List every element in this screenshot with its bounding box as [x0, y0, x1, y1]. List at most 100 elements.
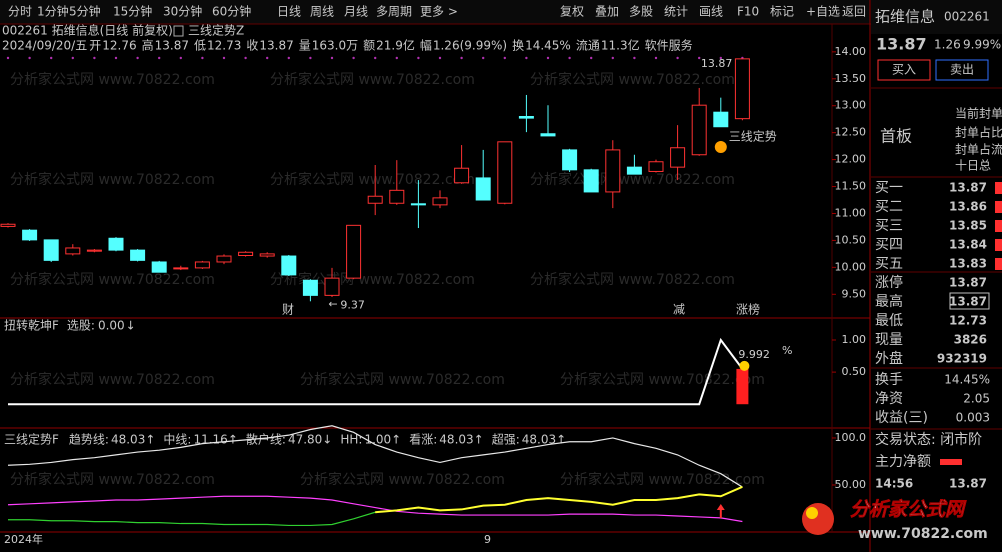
legend-arrow: ↑	[228, 433, 238, 447]
panel-title: 扭转乾坤F	[4, 318, 59, 333]
indicator-line	[375, 485, 743, 514]
legend-value: 11.16	[193, 433, 227, 447]
y-tick-label: 100.0	[835, 431, 867, 444]
toolbar-tab[interactable]: 15分钟	[113, 4, 152, 19]
candle-body	[43, 239, 59, 261]
watermark: 分析家公式网 www.70822.com	[270, 171, 475, 188]
last: 13.87	[949, 477, 987, 491]
dot	[676, 56, 679, 60]
watermark: 分析家公式网 www.70822.com	[560, 371, 765, 388]
stat-value: 11.3亿	[601, 38, 640, 53]
book-volume	[995, 258, 1002, 270]
book-label: 买五	[875, 256, 903, 272]
candle-body	[151, 261, 167, 273]
bar-label: 9.992	[738, 348, 770, 361]
formula-name: 三线定势Z	[188, 23, 244, 38]
signal-text: 三线定势	[729, 129, 777, 144]
toolbar-button[interactable]: 画线	[699, 5, 723, 19]
legend-arrow: ↑	[556, 433, 566, 447]
stat-label: 幅	[420, 38, 432, 53]
toolbar-tab[interactable]: 月线	[344, 5, 368, 19]
toolbar-button[interactable]: +自选	[806, 5, 840, 19]
toolbar-button[interactable]: 多股	[629, 5, 653, 19]
toolbar-tab[interactable]: 日线	[277, 5, 301, 19]
stat-label: 换手	[875, 371, 903, 388]
legend-value: 48.03	[522, 433, 556, 447]
toolbar-button[interactable]: 返回	[842, 5, 866, 19]
y-tick-label: 10.00	[835, 260, 867, 273]
buy-button[interactable]	[877, 59, 931, 81]
logo-name: 分析家公式网	[850, 499, 967, 521]
toolbar-button[interactable]: 复权	[560, 5, 584, 19]
signal-line	[8, 337, 744, 406]
status: 交易状态: 闭市阶	[875, 431, 982, 448]
flow: 主力净额	[875, 454, 931, 470]
legend-sep: :	[187, 433, 191, 447]
stat-label: 流通	[576, 39, 600, 53]
dot	[6, 56, 10, 60]
candle-body	[281, 255, 297, 276]
watermark: 分析家公式网 www.70822.com	[270, 71, 475, 88]
sell-label[interactable]: 卖出	[950, 63, 974, 77]
dot	[244, 56, 247, 60]
dot	[93, 56, 96, 60]
dot	[525, 56, 528, 60]
candle-body	[194, 261, 210, 269]
candle-body	[454, 167, 470, 184]
candle-body	[324, 277, 340, 296]
seal-label: 当前封单	[955, 106, 1002, 121]
candle-body	[22, 229, 38, 241]
dot	[417, 56, 420, 60]
toolbar-tab[interactable]: 5分钟	[69, 4, 101, 19]
dot	[114, 56, 118, 60]
book-price: 13.85	[949, 219, 987, 233]
signal-icon	[714, 141, 727, 153]
dot	[503, 56, 506, 60]
pct: 9.99%	[963, 38, 1001, 52]
stat-label: 高	[142, 38, 154, 53]
indicator-line	[7, 425, 743, 488]
watermark: 分析家公式网 www.70822.com	[10, 371, 215, 388]
stat-label: 开	[89, 39, 101, 53]
pick-label: 选股:	[67, 319, 95, 333]
toolbar-tab[interactable]: 周线	[310, 5, 334, 19]
dot	[50, 56, 53, 60]
bar-icon	[739, 360, 750, 371]
toolbar-button[interactable]: 标记	[770, 5, 794, 19]
stat-label: 涨停	[875, 274, 903, 291]
sell-button[interactable]	[935, 59, 989, 81]
stock-name: 拓维信息	[875, 8, 935, 26]
y-tick-label: 0.50	[842, 365, 867, 378]
candle-body	[583, 169, 599, 193]
logo-ball	[802, 503, 834, 535]
toolbar-tab[interactable]: 更多 >	[420, 5, 458, 19]
toolbar-button[interactable]: F10	[737, 5, 759, 19]
toolbar-tab[interactable]: 1分钟	[37, 4, 69, 19]
y-tick-label: 13.00	[835, 99, 867, 112]
legend-arrow: ↓	[322, 433, 332, 447]
toolbar-tab[interactable]: 30分钟	[163, 4, 202, 19]
sector: 软件服务	[645, 38, 693, 53]
stock-code: 002261	[944, 10, 990, 24]
candle-body	[691, 104, 707, 156]
stat-label: 收益(三)	[875, 410, 928, 426]
candle-body	[432, 197, 448, 206]
toolbar-tab[interactable]: 多周期	[376, 5, 412, 19]
stat-value: 3826	[954, 333, 987, 347]
low-arrow: ←	[328, 297, 337, 310]
toolbar-bg	[0, 0, 870, 24]
toolbar-tab[interactable]: 分时	[8, 5, 32, 19]
dot	[460, 56, 463, 60]
price: 13.87	[876, 35, 927, 54]
candle-body	[626, 166, 642, 175]
book-price: 13.84	[949, 238, 987, 252]
stat-value: 2.05	[963, 392, 990, 406]
toolbar-button[interactable]: 叠加	[595, 5, 619, 19]
toolbar-button[interactable]: 统计	[664, 5, 688, 19]
watermark: 分析家公式网 www.70822.com	[300, 471, 505, 488]
buy-label[interactable]: 买入	[892, 63, 916, 77]
y-tick-label: 10.50	[835, 233, 867, 246]
toolbar-tab[interactable]: 60分钟	[212, 4, 251, 19]
panel-title: 三线定势F	[4, 432, 59, 447]
